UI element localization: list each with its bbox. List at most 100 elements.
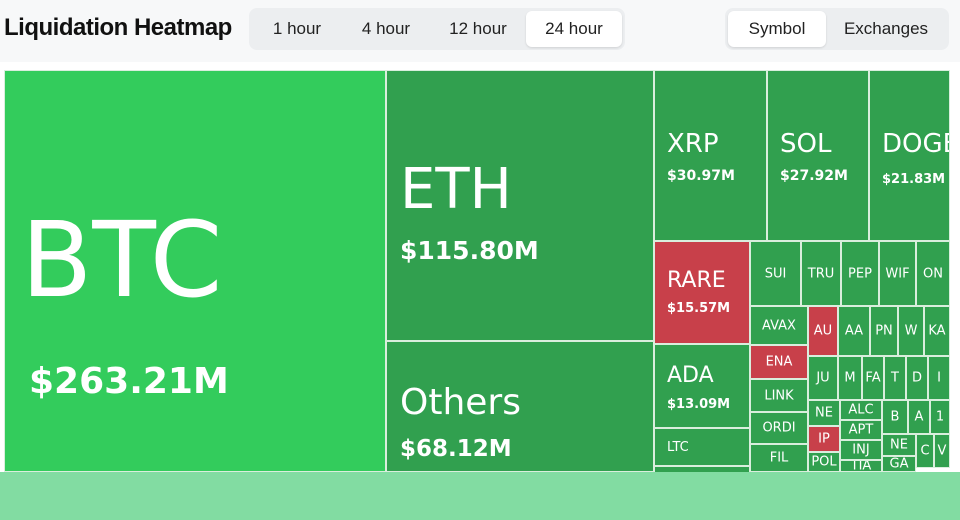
tile-aa-symbol: AA — [844, 323, 864, 339]
tile-xrp[interactable]: XRP $30.97M — [654, 70, 767, 241]
view-selector: Symbol Exchanges — [725, 8, 949, 50]
tile-rare-symbol: RARE — [667, 268, 726, 293]
tile-fil[interactable]: FIL — [750, 444, 808, 472]
tile-a-symbol: A — [914, 409, 924, 425]
tile-i[interactable]: I — [928, 356, 950, 400]
timeframe-24h-button[interactable]: 24 hour — [526, 11, 622, 47]
tile-tru-symbol: TRU — [807, 266, 835, 281]
tile-ada-value: $13.09M — [667, 397, 731, 412]
tile-on-symbol: ON — [923, 266, 943, 281]
tile-au[interactable]: AU — [808, 306, 838, 356]
tile-ne2[interactable]: NE — [882, 434, 916, 456]
tile-ip[interactable]: IP — [808, 426, 840, 452]
tile-ne[interactable]: NE — [808, 400, 840, 426]
tile-ada-symbol: ADA — [667, 363, 714, 388]
tile-avax[interactable]: AVAX — [750, 306, 808, 345]
tile-ordi[interactable]: ORDI — [750, 412, 808, 444]
tile-pol[interactable]: POL — [808, 452, 840, 472]
tile-ju-symbol: JU — [816, 370, 830, 386]
tile-ka[interactable]: KA — [924, 306, 950, 356]
tile-sui[interactable]: SUI — [750, 241, 801, 306]
tile-t[interactable]: T — [884, 356, 906, 400]
tile-btc-value: $263.21M — [29, 361, 229, 402]
tile-w[interactable]: W — [898, 306, 924, 356]
tile-inj-symbol: INJ — [852, 442, 870, 458]
tile-sui-symbol: SUI — [764, 266, 787, 281]
tile-ne2-symbol: NE — [890, 437, 908, 453]
tile-alc[interactable]: ALC — [840, 400, 882, 420]
tile-rare[interactable]: RARE $15.57M — [654, 241, 750, 344]
timeframe-selector: 1 hour 4 hour 12 hour 24 hour — [249, 8, 625, 50]
tile-btc[interactable]: BTC $263.21M — [4, 70, 386, 472]
tile-ne-symbol: NE — [815, 405, 833, 421]
tile-c-symbol: C — [920, 443, 930, 459]
tile-d-symbol: D — [911, 370, 922, 386]
tile-b[interactable]: B — [882, 400, 908, 434]
tile-ga[interactable]: GA — [882, 456, 916, 472]
tile-aa[interactable]: AA — [838, 306, 870, 356]
tile-doge-symbol: DOGE — [882, 129, 949, 159]
tile-d[interactable]: D — [906, 356, 928, 400]
tile-t-symbol: T — [891, 370, 899, 386]
tile-pep-symbol: PEP — [848, 266, 872, 281]
tile-others[interactable]: Others $68.12M — [386, 341, 654, 472]
timeframe-4h-button[interactable]: 4 hour — [361, 19, 411, 38]
tile-fil-symbol: FIL — [769, 450, 789, 466]
tile-f[interactable]: FA — [862, 356, 884, 400]
tile-link-symbol: LINK — [764, 388, 794, 403]
tile-others-value: $68.12M — [400, 436, 512, 462]
tile-eth-symbol: ETH — [400, 157, 512, 222]
tile-tru[interactable]: TRU — [801, 241, 841, 306]
tile-sol-symbol: SOL — [780, 129, 832, 159]
tile-link[interactable]: LINK — [750, 379, 808, 412]
page-title: Liquidation Heatmap — [4, 14, 232, 41]
tile-ip-symbol: IP — [818, 431, 830, 447]
tile-b-symbol: B — [890, 409, 900, 425]
timeframe-1h-button[interactable]: 1 hour — [272, 19, 322, 38]
tile-xrp-symbol: XRP — [667, 129, 719, 159]
tile-sol[interactable]: SOL $27.92M — [767, 70, 869, 241]
timeframe-12h-button[interactable]: 12 hour — [449, 19, 507, 38]
tile-avax-symbol: AVAX — [762, 318, 796, 333]
tile-v-symbol: V — [937, 443, 947, 459]
tile-ltc[interactable]: LTC — [654, 428, 750, 466]
tile-v[interactable]: V — [934, 434, 950, 468]
tile-m[interactable]: M — [838, 356, 862, 400]
tile-unlabeled[interactable] — [654, 466, 750, 472]
tile-f-symbol: FA — [865, 370, 881, 386]
tile-m-symbol: M — [844, 370, 856, 386]
tile-sol-value: $27.92M — [780, 168, 848, 184]
tile-pn[interactable]: PN — [870, 306, 898, 356]
tile-doge-value: $21.83M — [882, 172, 946, 187]
view-symbol-button[interactable]: Symbol — [728, 11, 826, 47]
tile-i-symbol: I — [937, 370, 941, 386]
tile-xrp-value: $30.97M — [667, 168, 735, 184]
tile-one[interactable]: 1 — [930, 400, 950, 434]
tile-on[interactable]: ON — [916, 241, 950, 306]
tile-tia[interactable]: TIA — [840, 460, 882, 472]
tile-wif-symbol: WIF — [885, 266, 910, 281]
tile-ju[interactable]: JU — [808, 356, 838, 400]
tile-ka-symbol: KA — [928, 323, 946, 339]
tile-doge[interactable]: DOGE $21.83M — [869, 70, 950, 241]
tile-w-symbol: W — [904, 323, 918, 339]
top-bar: Liquidation Heatmap 1 hour 4 hour 12 hou… — [0, 0, 960, 62]
tile-ena-symbol: ENA — [765, 354, 793, 370]
liquidation-treemap: BTC $263.21M ETH $115.80M Others $68.12M… — [4, 70, 950, 472]
tile-ena[interactable]: ENA — [750, 345, 808, 379]
tile-eth[interactable]: ETH $115.80M — [386, 70, 654, 341]
tile-tia-symbol: TIA — [850, 460, 872, 472]
bottom-overlay-bar — [0, 472, 960, 520]
tile-a[interactable]: A — [908, 400, 930, 434]
tile-ada[interactable]: ADA $13.09M — [654, 344, 750, 428]
tile-pep[interactable]: PEP — [841, 241, 879, 306]
tile-others-symbol: Others — [400, 382, 521, 423]
tile-ltc-symbol: LTC — [667, 440, 689, 455]
tile-wif[interactable]: WIF — [879, 241, 916, 306]
tile-inj[interactable]: INJ — [840, 440, 882, 460]
tile-eth-value: $115.80M — [400, 236, 539, 265]
tile-pol-symbol: POL — [811, 454, 837, 470]
tile-c[interactable]: C — [916, 434, 934, 468]
view-exchanges-button[interactable]: Exchanges — [843, 19, 929, 38]
tile-apt[interactable]: APT — [840, 420, 882, 440]
